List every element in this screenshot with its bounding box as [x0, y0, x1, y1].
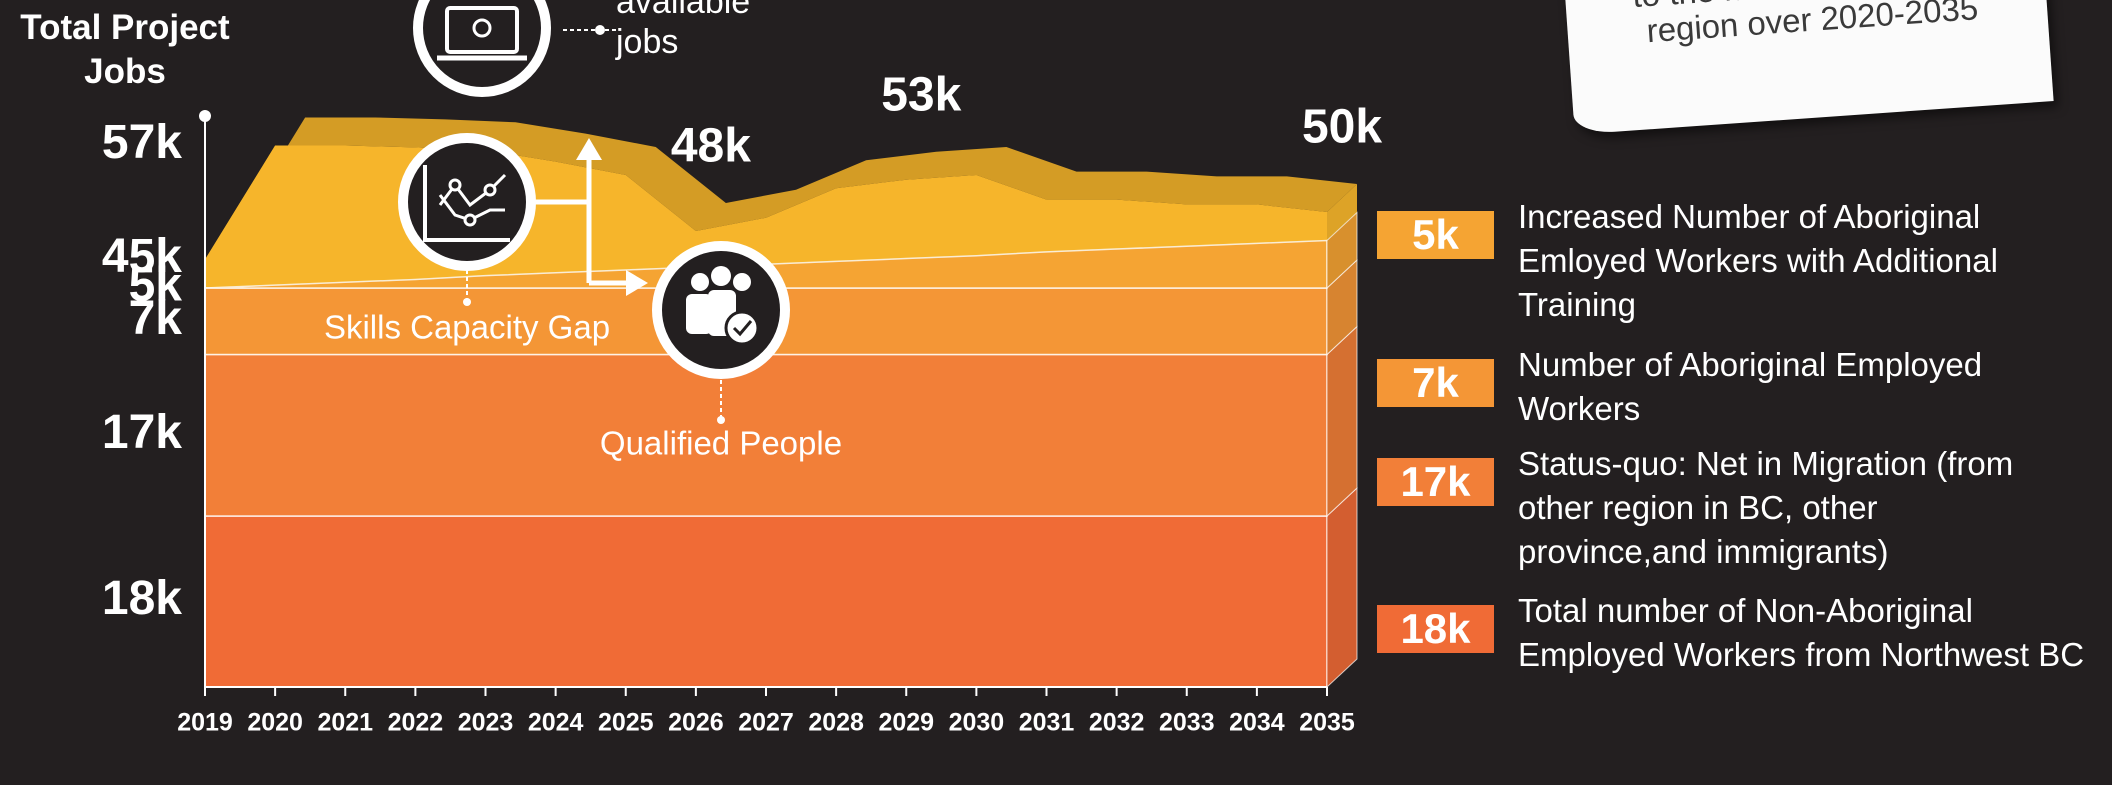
side-face — [1326, 486, 1358, 689]
x-tick-label: 2023 — [458, 709, 514, 737]
layer-label: 18k — [102, 572, 182, 625]
legend-item: 18k Total number of Non-Aboriginal Employ… — [1377, 589, 2112, 729]
x-tick-label: 2032 — [1089, 709, 1145, 737]
side-face — [1326, 325, 1358, 518]
x-tick-label: 2031 — [1019, 709, 1075, 737]
top-face — [205, 117, 1357, 260]
legend-label: Increased Number of Aboriginal Emloyed W… — [1518, 198, 1998, 323]
value-label: 50k — [1302, 101, 1382, 154]
y-tick-label: 45k — [102, 230, 182, 283]
x-tick-label: 2030 — [949, 709, 1005, 737]
x-tick-label: 2029 — [878, 709, 934, 737]
legend-swatch: 18k — [1377, 605, 1494, 653]
note-text: to 5,000 qualified people to the labour … — [1631, 0, 1989, 50]
people-icon — [652, 241, 790, 424]
side-face — [1326, 211, 1358, 290]
chart-icon — [398, 133, 536, 306]
annotation: Skills Capacity Gap — [324, 309, 610, 346]
x-tick-label: 2025 — [598, 709, 654, 737]
x-tick-label: 2034 — [1229, 709, 1285, 737]
value-label: 53k — [881, 68, 961, 121]
x-tick-label: 2028 — [808, 709, 864, 737]
x-tick-label: 2021 — [317, 709, 373, 737]
legend-label: Status-quo: Net in Migration (from other… — [1518, 445, 2014, 570]
job-icon — [413, 0, 616, 97]
chart-title: Total Project Jobs — [20, 8, 230, 91]
legend-label: Total number of Non-Aboriginal Employed … — [1518, 592, 2085, 673]
side-face — [1327, 184, 1357, 241]
annotation: Qualified People — [600, 425, 842, 462]
legend-item: 17k Status-quo: Net in Migration (from ot… — [1377, 442, 2112, 582]
legend-label: Number of Aboriginal Employed Workers — [1518, 346, 1983, 427]
value-label: 48k — [671, 120, 751, 173]
callout: available jobs — [616, 0, 751, 61]
y-tick-label: 57k — [102, 116, 182, 169]
legend-swatch: 17k — [1377, 458, 1494, 506]
axis-dot — [199, 110, 211, 122]
legend-swatch: 5k — [1377, 211, 1494, 259]
x-tick-label: 2033 — [1159, 709, 1215, 737]
x-tick-label: 2022 — [388, 709, 444, 737]
arrows — [535, 138, 648, 296]
x-tick-label: 2020 — [247, 709, 303, 737]
x-tick-label: 2027 — [738, 709, 794, 737]
layer-label: 17k — [102, 406, 182, 459]
x-tick-label: 2035 — [1299, 709, 1355, 737]
x-tick-label: 2019 — [177, 709, 233, 737]
layer-label: 7k — [129, 292, 183, 345]
layer-label: 5k — [129, 259, 183, 312]
x-tick-label: 2026 — [668, 709, 724, 737]
legend-swatch: 7k — [1377, 359, 1494, 407]
area — [204, 515, 1328, 688]
legend-item: 7k Number of Aboriginal Employed Workers — [1377, 343, 2112, 483]
layers — [204, 117, 1358, 689]
legend-item: 5k Increased Number of Aboriginal Emloyed… — [1377, 195, 2112, 335]
x-tick-label: 2024 — [528, 709, 584, 737]
